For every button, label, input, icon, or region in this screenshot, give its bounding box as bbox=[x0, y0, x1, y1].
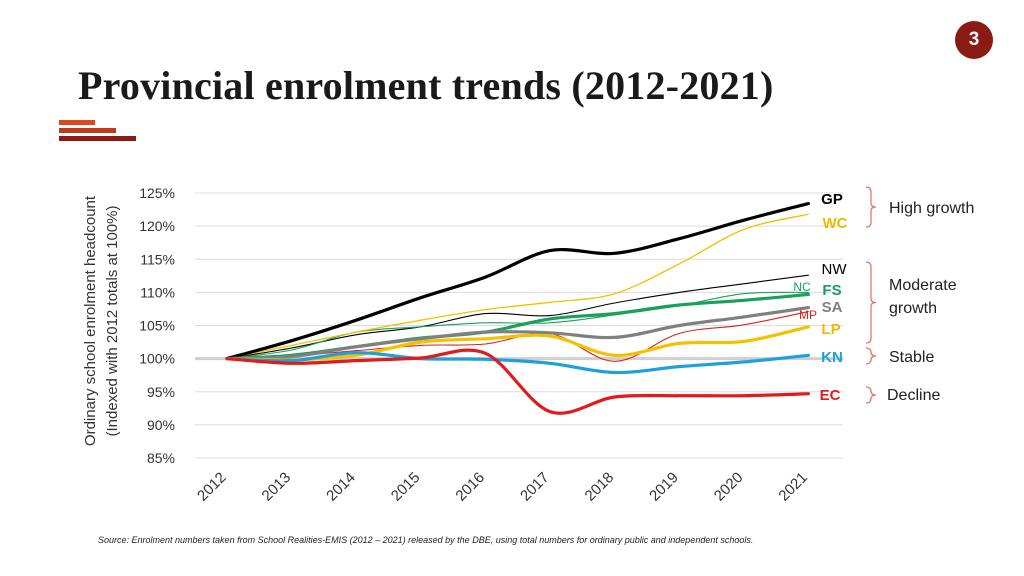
series-label-kn: KN bbox=[821, 349, 843, 366]
group-label: High growth bbox=[889, 200, 974, 217]
series-line-kn bbox=[225, 351, 810, 375]
y-tick-label: 100% bbox=[139, 351, 175, 367]
group-label: growth bbox=[889, 300, 937, 317]
series-label-sa: SA bbox=[822, 299, 843, 316]
group-brace bbox=[865, 261, 877, 344]
series-label-mp: MP bbox=[799, 308, 817, 322]
x-tick-label: 2020 bbox=[711, 469, 747, 505]
y-tick-label: 85% bbox=[147, 450, 175, 466]
x-tick-label: 2018 bbox=[582, 469, 618, 505]
series-line-nw bbox=[226, 274, 809, 360]
series-line-ec bbox=[225, 348, 810, 415]
accent-bar bbox=[59, 120, 95, 125]
series-label-lp: LP bbox=[821, 321, 840, 338]
series-line-lp bbox=[225, 325, 810, 362]
x-tick-label: 2012 bbox=[194, 469, 230, 505]
series-line-sa bbox=[225, 306, 810, 361]
series-line-fs bbox=[225, 292, 810, 361]
page-number-badge: 3 bbox=[955, 21, 993, 59]
series-label-gp: GP bbox=[821, 191, 843, 208]
x-tick-label: 2013 bbox=[259, 469, 295, 505]
group-brace bbox=[865, 186, 877, 228]
series-label-nc: NC bbox=[793, 280, 811, 294]
slide-title: Provincial enrolment trends (2012-2021) bbox=[78, 63, 774, 108]
y-tick-label: 115% bbox=[140, 251, 175, 267]
group-label: Decline bbox=[887, 387, 940, 404]
group-label: Stable bbox=[889, 349, 934, 366]
x-tick-label: 2014 bbox=[323, 469, 359, 505]
y-tick-label: 95% bbox=[147, 384, 175, 400]
x-tick-label: 2021 bbox=[775, 469, 811, 505]
y-axis-title-line: (Indexed with 2012 totals at 100%) bbox=[104, 206, 121, 437]
group-brace bbox=[865, 386, 877, 404]
y-tick-label: 120% bbox=[139, 218, 175, 234]
y-tick-label: 105% bbox=[139, 318, 175, 334]
series-line-wc bbox=[226, 213, 810, 360]
source-note: Source: Enrolment numbers taken from Sch… bbox=[98, 535, 754, 545]
x-tick-label: 2015 bbox=[388, 469, 424, 505]
series-line-nc bbox=[226, 291, 809, 360]
x-tick-label: 2017 bbox=[517, 469, 553, 505]
y-axis-title-line: Ordinary school enrolment headcount bbox=[82, 195, 99, 446]
series-label-ec: EC bbox=[820, 387, 841, 404]
y-tick-label: 90% bbox=[147, 417, 175, 433]
y-tick-label: 125% bbox=[139, 185, 175, 201]
x-tick-label: 2016 bbox=[452, 469, 488, 505]
accent-bar bbox=[59, 136, 136, 141]
group-brace bbox=[865, 347, 877, 365]
accent-bar bbox=[59, 128, 116, 133]
group-label: Moderate bbox=[889, 277, 957, 294]
series-label-wc: WC bbox=[823, 215, 848, 232]
series-label-nw: NW bbox=[822, 261, 848, 278]
y-tick-label: 110% bbox=[140, 284, 175, 300]
x-tick-label: 2019 bbox=[646, 469, 682, 505]
series-label-fs: FS bbox=[822, 282, 841, 299]
series-line-gp bbox=[225, 202, 810, 361]
